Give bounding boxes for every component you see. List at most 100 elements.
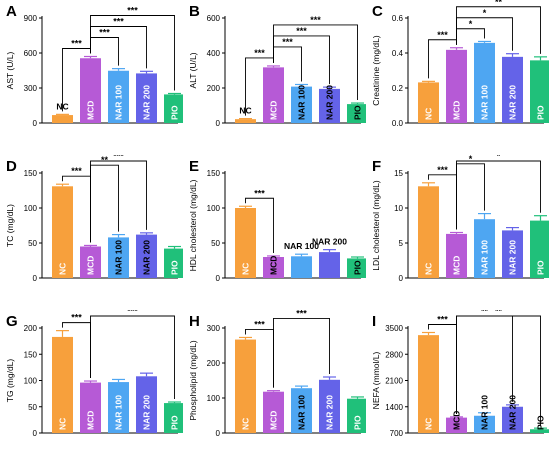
bar-nar-100 bbox=[291, 86, 312, 123]
y-tick-label: 10 bbox=[394, 204, 403, 213]
category-label-nar-100: NAR 100 bbox=[114, 85, 124, 120]
category-label-nc: NC bbox=[58, 418, 68, 430]
y-tick-label: 0.0 bbox=[392, 119, 404, 128]
y-tick-label: 2800 bbox=[385, 350, 403, 359]
y-tick-label: 300 bbox=[24, 84, 38, 93]
significance-label: *** bbox=[99, 28, 110, 38]
panel-letter: F bbox=[372, 158, 381, 175]
y-tick-label: 600 bbox=[207, 14, 221, 23]
significance-label: *** bbox=[113, 155, 124, 161]
bar-mcd bbox=[80, 246, 101, 278]
y-tick-label: 2100 bbox=[385, 377, 403, 386]
bar-nar-100 bbox=[108, 237, 129, 278]
category-label-pio: PIO bbox=[353, 260, 363, 275]
chart-nefa: I NEFA (mmol/L) 700 1400 2100 2800 3500 NC MCD NA… bbox=[371, 310, 549, 438]
chart-hdl: E HDL cholesterol (mg/dL) 0 50 100 150 NC MCD NA… bbox=[188, 158, 366, 283]
significance-bracket bbox=[90, 315, 175, 400]
y-tick-label: 150 bbox=[24, 169, 38, 178]
bar-nar-200 bbox=[502, 56, 523, 123]
bar-nar-100 bbox=[291, 388, 312, 433]
bar-nc bbox=[235, 339, 256, 433]
panel-letter: A bbox=[6, 3, 17, 20]
y-tick-label: 100 bbox=[207, 394, 221, 403]
y-tick-label: 700 bbox=[390, 429, 404, 438]
bar-nar-100 bbox=[108, 382, 129, 433]
bar-nar-200 bbox=[319, 252, 340, 278]
significance-label: ** bbox=[495, 310, 503, 316]
category-label-mcd: MCD bbox=[86, 411, 96, 430]
bar-nc bbox=[52, 115, 73, 123]
y-tick-label: 300 bbox=[207, 324, 221, 333]
significance-label: *** bbox=[71, 313, 82, 323]
category-label-mcd: MCD bbox=[86, 256, 96, 275]
y-tick-label: 200 bbox=[24, 324, 38, 333]
category-label-nc: NC bbox=[424, 263, 434, 275]
significance-bracket bbox=[273, 24, 358, 101]
bar-mcd bbox=[80, 382, 101, 433]
bar-nar-200 bbox=[136, 73, 157, 123]
category-label-nar-200: NAR 200 bbox=[508, 85, 518, 120]
y-tick-label: 150 bbox=[207, 169, 221, 178]
y-tick-label: 100 bbox=[207, 204, 221, 213]
panel-letter: I bbox=[372, 313, 376, 330]
category-label-nar-100: NAR 100 bbox=[284, 241, 319, 251]
category-label-pio: PIO bbox=[536, 105, 546, 120]
chart-phospholipid: H Phospholipid (mg/dL) 0 100 200 300 NC MCD NAR … bbox=[188, 310, 366, 438]
y-tick-label: 600 bbox=[24, 49, 38, 58]
bar-nar-100 bbox=[474, 415, 495, 433]
category-label-pio: PIO bbox=[353, 105, 363, 120]
significance-label: * bbox=[469, 19, 473, 29]
category-label-pio: PIO bbox=[170, 415, 180, 430]
panel-f: F LDL cholesterol (mg/dL) 0 5 10 15 NC MCD NAR 1… bbox=[366, 155, 549, 310]
panel-g: G TG (mg/dL) 0 50 100 150 200 NC MCD NAR 100 NAR 2… bbox=[0, 310, 183, 465]
panel-letter: H bbox=[189, 313, 200, 330]
bar-mcd bbox=[446, 49, 467, 123]
panel-letter: C bbox=[372, 3, 383, 20]
y-tick-label: 0.2 bbox=[392, 84, 404, 93]
category-label-pio: PIO bbox=[170, 105, 180, 120]
category-label-nar-100: NAR 100 bbox=[297, 395, 307, 430]
bar-nar-100 bbox=[291, 256, 312, 278]
y-axis-label: ALT (U/L) bbox=[188, 52, 198, 88]
significance-label: *** bbox=[254, 319, 265, 329]
panel-letter: D bbox=[6, 158, 17, 175]
category-label-mcd: MCD bbox=[452, 101, 462, 120]
chart-tc: D TC (mg/dL) 0 50 100 150 NC MCD NAR 100 NAR 200 P… bbox=[5, 155, 183, 283]
y-tick-label: 0 bbox=[399, 274, 404, 283]
bar-mcd bbox=[80, 58, 101, 123]
significance-label: *** bbox=[254, 188, 265, 198]
panel-letter: E bbox=[189, 158, 199, 175]
significance-label: *** bbox=[282, 37, 293, 47]
significance-label: *** bbox=[127, 6, 138, 16]
significance-label: *** bbox=[437, 30, 448, 40]
y-tick-label: 0 bbox=[216, 429, 221, 438]
bar-nar-100 bbox=[474, 42, 495, 123]
y-axis-label: LDL cholesterol (mg/dL) bbox=[371, 180, 381, 271]
significance-label: ** bbox=[101, 155, 109, 165]
panel-letter: G bbox=[6, 313, 18, 330]
bar-mcd bbox=[263, 257, 284, 278]
bar-pio bbox=[164, 248, 183, 278]
y-tick-label: 400 bbox=[207, 49, 221, 58]
y-axis-label: HDL cholesterol (mg/dL) bbox=[188, 179, 198, 271]
y-tick-label: 200 bbox=[207, 359, 221, 368]
y-tick-label: 0 bbox=[216, 274, 221, 283]
y-tick-label: 0 bbox=[216, 119, 221, 128]
bar-mcd bbox=[263, 391, 284, 433]
y-tick-label: 100 bbox=[24, 377, 38, 386]
y-axis-label: Creatinine (mg/dL) bbox=[371, 35, 381, 106]
bar-nc bbox=[418, 186, 439, 278]
chart-creatinine: C Creatinine (mg/dL) 0.0 0.2 0.4 0.6 NC MCD NAR … bbox=[371, 0, 549, 128]
category-label-nc: NC bbox=[241, 263, 251, 275]
significance-label: ** bbox=[481, 310, 489, 316]
bar-nc bbox=[52, 336, 73, 433]
bar-nc bbox=[235, 119, 256, 123]
category-label-nc: NC bbox=[424, 108, 434, 120]
bar-mcd bbox=[446, 233, 467, 278]
bar-pio bbox=[347, 104, 366, 123]
category-label-mcd: MCD bbox=[452, 256, 462, 275]
y-tick-label: 3500 bbox=[385, 324, 403, 333]
category-label-mcd: MCD bbox=[86, 101, 96, 120]
bar-mcd bbox=[446, 417, 467, 433]
